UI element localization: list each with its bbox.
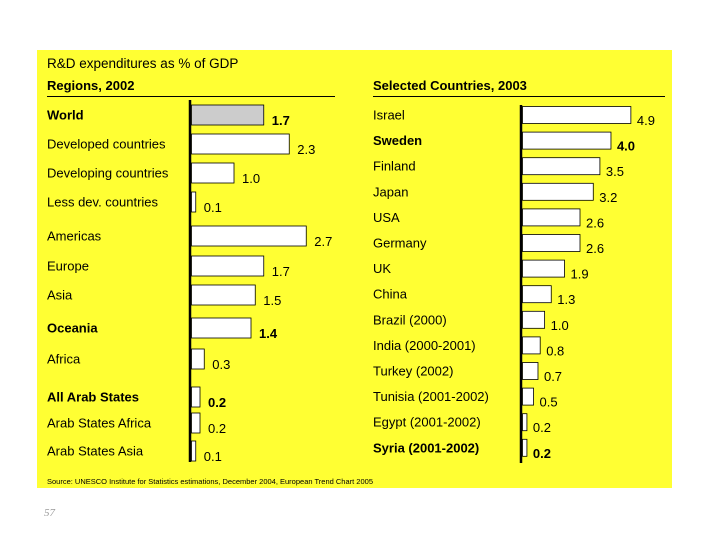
- countries-category-label: Israel: [373, 108, 405, 123]
- regions-bar: [191, 104, 265, 126]
- regions-category-label: Africa: [47, 352, 81, 367]
- countries-bar: [522, 285, 552, 304]
- regions-subtitle: Regions, 2002: [47, 78, 135, 93]
- regions-chart: World 1.7 Developed countries 2.3 Developing…: [47, 100, 332, 464]
- countries-category-label: Syria (2001-2002): [373, 440, 479, 455]
- regions-bar: [191, 412, 201, 434]
- regions-value-label: 1.0: [242, 171, 260, 186]
- countries-category-label: USA: [373, 210, 400, 225]
- regions-value-label: 0.1: [204, 449, 222, 464]
- countries-subtitle: Selected Countries, 2003: [373, 78, 527, 93]
- countries-bar: [522, 413, 528, 432]
- regions-bar: [191, 348, 205, 370]
- countries-category-label: India (2000-2001): [373, 338, 476, 353]
- countries-value-label: 0.7: [544, 369, 562, 384]
- countries-value-label: 0.2: [533, 446, 551, 461]
- regions-value-label: 1.7: [272, 113, 290, 128]
- countries-value-label: 1.3: [557, 292, 575, 307]
- regions-category-label: Arab States Africa: [47, 416, 152, 431]
- regions-subtitle-rule: [47, 96, 335, 97]
- countries-category-label: Tunisia (2001-2002): [373, 389, 489, 404]
- countries-value-label: 2.6: [586, 215, 604, 230]
- countries-category-label: Brazil (2000): [373, 312, 447, 327]
- countries-subtitle-rule: [373, 96, 665, 97]
- countries-bar: [522, 234, 581, 252]
- regions-value-label: 1.5: [263, 293, 281, 308]
- regions-category-label: All Arab States: [47, 390, 139, 405]
- regions-category-label: World: [47, 108, 84, 123]
- regions-bar: [191, 440, 197, 462]
- countries-bar: [522, 208, 581, 227]
- bar-charts: World 1.7 Developed countries 2.3 Developing…: [47, 100, 655, 464]
- countries-category-label: Japan: [373, 184, 408, 199]
- regions-bar: [191, 133, 290, 155]
- countries-category-label: Turkey (2002): [373, 364, 453, 379]
- regions-category-label: Americas: [47, 229, 102, 244]
- countries-bar: [522, 182, 594, 201]
- countries-value-label: 0.2: [533, 420, 551, 435]
- slide-number: 57: [44, 507, 55, 519]
- regions-bar: [191, 162, 235, 184]
- regions-value-label: 0.2: [208, 395, 226, 410]
- regions-bar: [191, 255, 265, 277]
- countries-value-label: 4.0: [617, 139, 635, 154]
- countries-value-label: 1.9: [571, 267, 589, 282]
- source-note: Source: UNESCO Institute for Statistics …: [47, 477, 373, 486]
- countries-value-label: 3.5: [606, 164, 624, 179]
- countries-value-label: 1.0: [551, 318, 569, 333]
- regions-category-label: Europe: [47, 259, 89, 274]
- chart-title: R&D expenditures as % of GDP: [47, 56, 239, 71]
- regions-bar: [191, 284, 256, 306]
- countries-bar: [522, 131, 612, 150]
- regions-category-label: Developed countries: [47, 137, 166, 152]
- countries-category-label: Egypt (2001-2002): [373, 415, 481, 430]
- regions-bar: [191, 386, 201, 408]
- countries-category-label: UK: [373, 261, 391, 276]
- regions-bar: [191, 225, 307, 247]
- countries-category-label: Sweden: [373, 133, 422, 148]
- countries-category-label: China: [373, 287, 408, 302]
- countries-value-label: 0.8: [546, 343, 564, 358]
- countries-value-label: 3.2: [599, 190, 617, 205]
- countries-bar: [522, 106, 632, 124]
- countries-bar: [522, 336, 541, 355]
- countries-category-label: Finland: [373, 159, 416, 174]
- countries-category-label: Germany: [373, 236, 427, 251]
- regions-category-label: Arab States Asia: [47, 444, 144, 459]
- countries-bar: [522, 387, 534, 406]
- regions-bar: [191, 191, 197, 213]
- regions-value-label: 0.1: [204, 200, 222, 215]
- regions-value-label: 2.3: [297, 142, 315, 157]
- countries-bar: [522, 157, 601, 176]
- regions-category-label: Less dev. countries: [47, 195, 159, 210]
- regions-value-label: 0.2: [208, 421, 226, 436]
- chart-panel: R&D expenditures as % of GDP Regions, 20…: [37, 50, 672, 488]
- regions-bar: [191, 317, 252, 339]
- regions-value-label: 0.3: [212, 357, 230, 372]
- regions-category-label: Developing countries: [47, 166, 169, 181]
- countries-bar: [522, 310, 546, 329]
- countries-bar: [522, 259, 565, 278]
- countries-value-label: 0.5: [540, 395, 558, 410]
- countries-value-label: 4.9: [637, 113, 655, 128]
- countries-bar: [522, 438, 528, 457]
- regions-value-label: 1.4: [259, 326, 278, 341]
- regions-category-label: Oceania: [47, 321, 98, 336]
- regions-value-label: 2.7: [314, 234, 332, 249]
- regions-value-label: 1.7: [272, 264, 290, 279]
- countries-bar: [522, 362, 539, 380]
- regions-category-label: Asia: [47, 288, 73, 303]
- countries-chart: Israel 4.9 Sweden 4.0 Finland 3.5 Japan 3.2 USA 2…: [373, 105, 655, 463]
- countries-value-label: 2.6: [586, 241, 604, 256]
